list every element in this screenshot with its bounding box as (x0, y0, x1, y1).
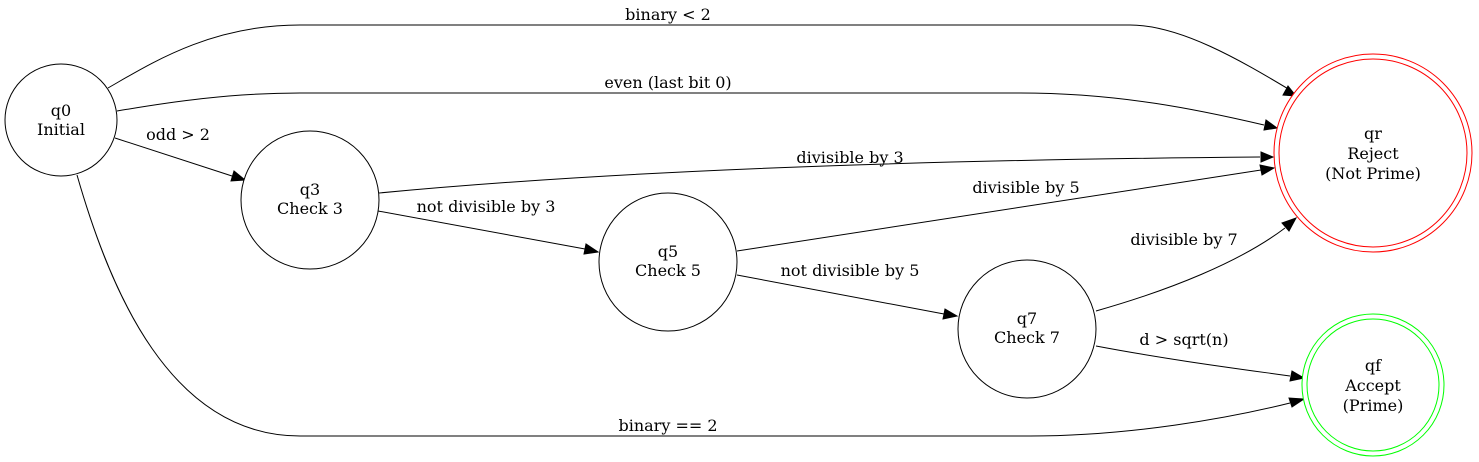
arrow-head (942, 308, 959, 320)
node-qr-id: qr (1364, 124, 1382, 143)
edge-line (736, 274, 945, 315)
node-qf-id: qf (1365, 356, 1382, 375)
node-q7: q7 Check 7 (957, 259, 1097, 399)
edge-q0-qr-binary: binary < 2 (107, 5, 1298, 97)
edge-line (378, 156, 1261, 194)
arrow-head (1282, 85, 1298, 97)
node-q3-circle (240, 130, 380, 270)
edge-q7-qf: d > sqrt(n) (1095, 330, 1306, 382)
edge-label: binary < 2 (625, 5, 711, 24)
edge-label: odd > 2 (146, 125, 210, 144)
edge-line (76, 174, 1291, 437)
arrow-head (1260, 151, 1275, 163)
edge-label: not divisible by 3 (417, 197, 556, 216)
node-q0-circle (4, 63, 118, 177)
node-q3: q3 Check 3 (240, 130, 380, 270)
node-q0-name: Initial (37, 120, 85, 139)
arrow-head (1288, 397, 1306, 408)
edge-label: not divisible by 5 (781, 261, 920, 280)
edge-q0-qf: binary == 2 (76, 174, 1306, 437)
edge-label: divisible by 5 (972, 178, 1079, 197)
edge-q0-qr-even: even (last bit 0) (116, 73, 1279, 131)
node-qr: qr Reject (Not Prime) (1273, 53, 1473, 253)
edge-q0-q3: odd > 2 (114, 125, 247, 182)
arrow-head (583, 243, 600, 255)
node-qr-note: (Not Prime) (1325, 164, 1421, 183)
node-q7-name: Check 7 (994, 328, 1060, 347)
node-q3-id: q3 (300, 180, 320, 199)
node-q5-id: q5 (658, 242, 678, 261)
node-q5-name: Check 5 (635, 261, 701, 280)
node-qf-note: (Prime) (1343, 396, 1404, 415)
node-q0: q0 Initial (4, 63, 118, 177)
arrow-head (1289, 370, 1306, 382)
edge-line (114, 137, 233, 177)
edge-label: divisible by 7 (1130, 230, 1237, 249)
edge-line (1095, 345, 1291, 377)
node-q0-id: q0 (51, 101, 71, 120)
node-qf-name: Accept (1344, 376, 1401, 395)
node-q7-id: q7 (1017, 309, 1037, 328)
edge-label: d > sqrt(n) (1139, 330, 1228, 349)
edge-q3-q5: not divisible by 3 (377, 197, 600, 255)
node-qr-name: Reject (1347, 144, 1399, 163)
edge-label: binary == 2 (618, 416, 717, 435)
edge-q3-qr: divisible by 3 (378, 148, 1275, 194)
edge-line (1095, 227, 1286, 312)
node-qr-inner-ring (1278, 58, 1468, 248)
edge-line (116, 92, 1265, 126)
edge-q5-q7: not divisible by 5 (736, 261, 959, 320)
node-q3-name: Check 3 (277, 199, 343, 218)
edge-line (107, 24, 1291, 91)
arrow-head (230, 170, 247, 182)
node-qf: qf Accept (Prime) (1301, 313, 1445, 457)
edge-label: divisible by 3 (796, 148, 903, 167)
node-q5-circle (598, 192, 738, 332)
arrow-head (1281, 217, 1298, 232)
node-q5: q5 Check 5 (598, 192, 738, 332)
edge-label: even (last bit 0) (604, 73, 731, 92)
edge-q7-qr: divisible by 7 (1095, 217, 1298, 312)
node-q7-circle (957, 259, 1097, 399)
edge-line (377, 210, 586, 250)
arrow-head (1259, 164, 1276, 176)
edge-line (736, 169, 1262, 252)
edge-q5-qr: divisible by 5 (736, 164, 1276, 252)
arrow-head (1263, 119, 1279, 131)
node-qf-inner-ring (1306, 318, 1440, 452)
